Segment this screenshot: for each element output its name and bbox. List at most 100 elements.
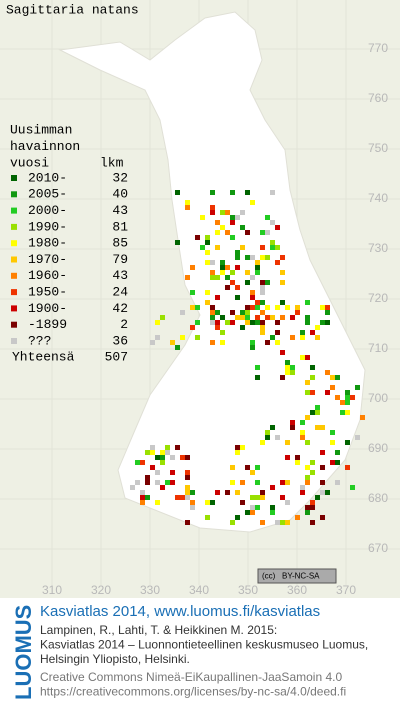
legend-swatch <box>11 175 17 181</box>
observation-square <box>335 480 340 485</box>
observation-square <box>260 320 265 325</box>
observation-square <box>205 515 210 520</box>
observation-square <box>130 485 135 490</box>
legend-count: 32 <box>112 170 128 185</box>
observation-square <box>190 265 195 270</box>
legend-total-label: Yhteensä <box>12 350 75 365</box>
observation-square <box>230 280 235 285</box>
observation-square <box>285 360 290 365</box>
observation-square <box>175 240 180 245</box>
observation-square <box>175 445 180 450</box>
observation-square <box>255 320 260 325</box>
observation-square <box>265 255 270 260</box>
observation-square <box>340 400 345 405</box>
observation-square <box>345 465 350 470</box>
observation-square <box>345 395 350 400</box>
observation-square <box>165 450 170 455</box>
observation-square <box>155 500 160 505</box>
observation-square <box>190 325 195 330</box>
observation-square <box>210 205 215 210</box>
observation-square <box>185 200 190 205</box>
observation-square <box>260 300 265 305</box>
observation-square <box>305 415 310 420</box>
observation-square <box>250 305 255 310</box>
observation-square <box>195 235 200 240</box>
observation-square <box>250 495 255 500</box>
observation-square <box>210 270 215 275</box>
observation-square <box>210 320 215 325</box>
observation-square <box>210 190 215 195</box>
observation-square <box>305 320 310 325</box>
cc-icon: (cc) <box>262 572 276 581</box>
observation-square <box>260 520 265 525</box>
observation-square <box>310 410 315 415</box>
legend-label: 2005- <box>28 187 67 202</box>
observation-square <box>360 415 365 420</box>
observation-square <box>245 255 250 260</box>
legend-swatch <box>11 305 17 312</box>
legend-label: 2010- <box>28 170 67 185</box>
observation-square <box>260 310 265 315</box>
observation-square <box>175 345 180 350</box>
legend-swatch <box>11 240 17 247</box>
observation-square <box>290 420 295 425</box>
observation-square <box>240 245 245 250</box>
observation-square <box>155 455 160 460</box>
observation-square <box>145 475 150 480</box>
observation-square <box>235 515 240 520</box>
y-tick-label: 690 <box>368 441 388 455</box>
observation-square <box>210 340 215 345</box>
observation-square <box>350 395 355 400</box>
observation-square <box>210 500 215 505</box>
legend-swatch <box>11 191 17 198</box>
legend-header: vuosi <box>10 155 49 170</box>
observation-square <box>345 400 350 405</box>
observation-square <box>320 515 325 520</box>
observation-square <box>265 430 270 435</box>
observation-square <box>160 450 165 455</box>
license-badge <box>257 568 337 584</box>
observation-square <box>180 455 185 460</box>
observation-square <box>220 225 225 230</box>
license-line: Creative Commons Nimeä-EiKaupallinen-Jaa… <box>40 670 342 684</box>
legend-count: 42 <box>112 301 128 316</box>
legend-swatch <box>11 223 17 230</box>
observation-square <box>335 395 340 400</box>
observation-square <box>225 490 230 495</box>
observation-square <box>250 320 255 325</box>
observation-square <box>235 445 240 450</box>
observation-square <box>335 450 340 455</box>
observation-square <box>270 315 275 320</box>
observation-square <box>255 260 260 265</box>
observation-square <box>215 325 220 330</box>
observation-square <box>160 455 165 460</box>
observation-square <box>190 305 195 310</box>
observation-square <box>265 215 270 220</box>
y-tick-label: 720 <box>368 291 388 305</box>
observation-square <box>260 245 265 250</box>
observation-square <box>250 295 255 300</box>
y-tick-label: 770 <box>368 41 388 55</box>
observation-square <box>230 220 235 225</box>
observation-square <box>305 315 310 320</box>
observations <box>130 190 365 525</box>
observation-square <box>235 215 240 220</box>
observation-square <box>205 500 210 505</box>
legend-label: 2000- <box>28 203 67 218</box>
observation-square <box>320 450 325 455</box>
map-title: Sagittaria natans <box>6 2 139 17</box>
observation-square <box>320 480 325 485</box>
observation-square <box>155 320 160 325</box>
observation-square <box>235 255 240 260</box>
observation-square <box>310 505 315 510</box>
observation-square <box>185 490 190 495</box>
observation-square <box>250 200 255 205</box>
observation-square <box>270 485 275 490</box>
observation-square <box>255 505 260 510</box>
axes: 310 320 330 340 350 360 370 670 680 690 700 710 720 7… <box>42 41 388 597</box>
observation-square <box>170 470 175 475</box>
observation-square <box>285 305 290 310</box>
observation-square <box>195 335 200 340</box>
observation-square <box>210 275 215 280</box>
observation-square <box>260 330 265 335</box>
